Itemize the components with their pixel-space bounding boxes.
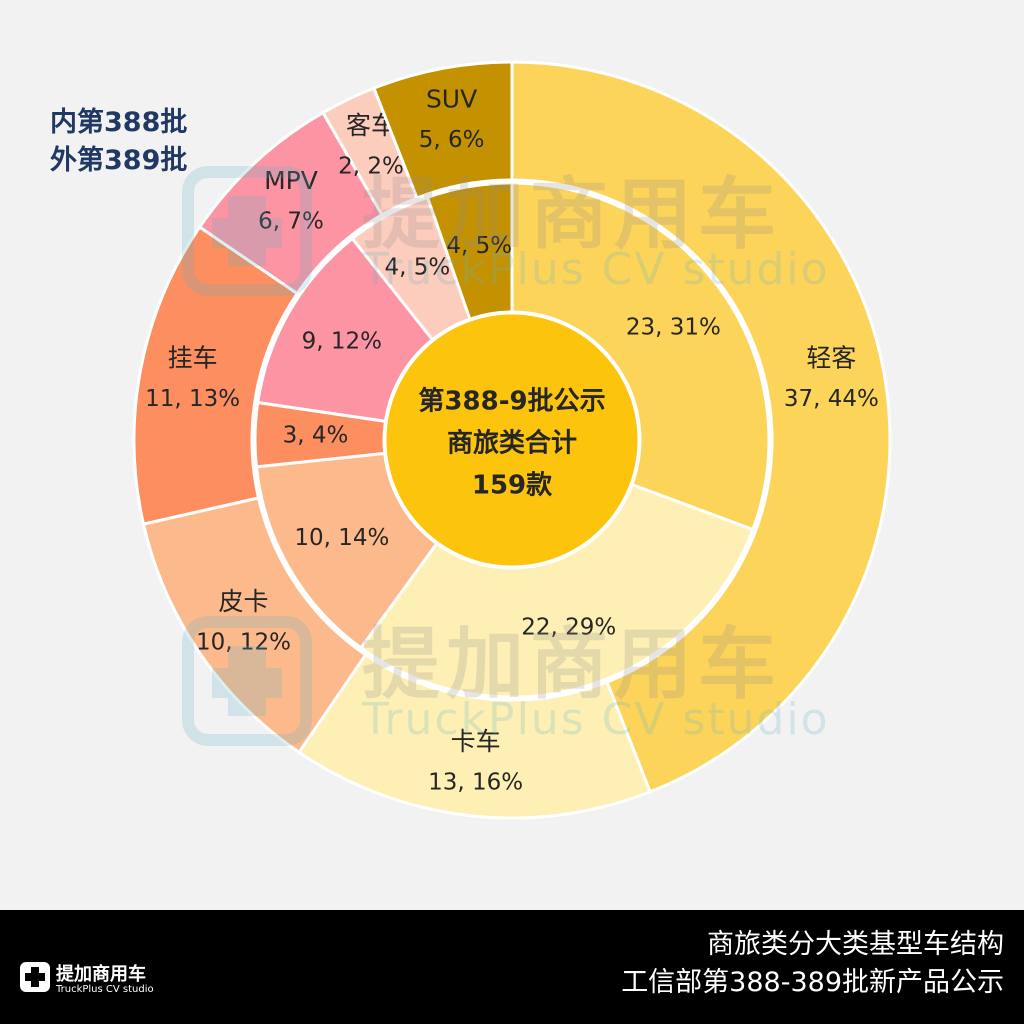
series-legend: 内第388批 外第389批 (50, 104, 187, 180)
outer-slice-0 (510, 60, 892, 794)
outer-category-label-4: MPV (264, 166, 318, 195)
outer-category-label-3: 挂车 (168, 344, 218, 373)
footer-caption-line2: 工信部第388-389批新产品公示 (621, 967, 1004, 998)
outer-category-label-6: SUV (426, 85, 477, 114)
footer-caption-line1: 商旅类分大类基型车结构 (707, 929, 1004, 960)
legend-inner-label: 内第388批 (50, 107, 188, 138)
outer-slice-6 (371, 60, 514, 200)
inner-value-label-5: 4, 5% (384, 254, 450, 280)
center-label-line2: 商旅类合计 (447, 428, 577, 459)
center-disc (383, 311, 641, 569)
inner-value-label-4: 9, 12% (302, 328, 382, 354)
outer-category-label-2: 皮卡 (218, 587, 268, 616)
inner-value-label-0: 23, 31% (626, 314, 721, 340)
outer-value-label-4: 6, 7% (258, 208, 324, 234)
outer-value-label-2: 10, 12% (196, 630, 291, 656)
inner-value-label-1: 22, 29% (521, 615, 616, 641)
outer-category-label-0: 轻客 (806, 344, 856, 373)
outer-value-label-5: 2, 2% (338, 154, 404, 180)
outer-value-label-0: 37, 44% (784, 386, 879, 412)
inner-value-label-3: 3, 4% (283, 422, 349, 448)
inner-value-label-2: 10, 14% (294, 525, 389, 551)
inner-value-label-6: 4, 5% (446, 233, 512, 259)
outer-value-label-6: 5, 6% (419, 127, 485, 153)
double-donut-chart: 轻客 37, 44% 卡车 13, 16% 皮卡 10, 12% 挂车 11, 13% MPV 6… (132, 60, 892, 820)
footer-logo-subtext: TruckPlus CV studio (56, 984, 154, 995)
outer-value-label-1: 13, 16% (428, 769, 523, 795)
legend-outer-label: 外第389批 (50, 145, 188, 176)
outer-value-label-3: 11, 13% (145, 386, 240, 412)
footer-caption: 商旅类分大类基型车结构 工信部第388-389批新产品公示 (621, 926, 1004, 1002)
center-label-line1: 第388-9批公示 (418, 386, 605, 417)
outer-category-label-1: 卡车 (451, 727, 501, 756)
footer-bar: 提加商用车 TruckPlus CV studio 商旅类分大类基型车结构 工信… (0, 910, 1024, 1024)
truckplus-logo-icon (20, 962, 50, 992)
center-label-line3: 159款 (472, 471, 553, 501)
footer-logo-text: 提加商用车 (56, 964, 146, 985)
